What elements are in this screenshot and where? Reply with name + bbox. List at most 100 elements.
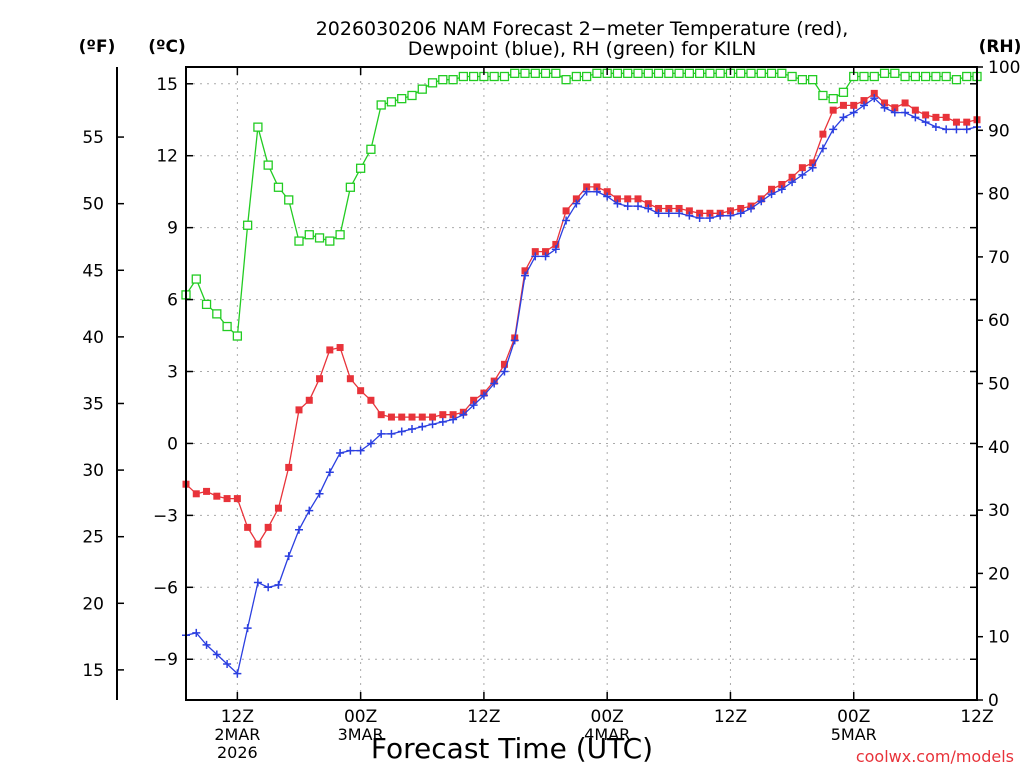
dewpoint-point bbox=[366, 439, 375, 448]
dewpoint-point bbox=[284, 552, 293, 561]
tick-labels: 15129630−3−6−955504540353025201510090807… bbox=[82, 58, 1020, 762]
rh-point bbox=[859, 71, 869, 82]
x-tick-label: 12Z bbox=[714, 707, 747, 727]
rh-point bbox=[715, 68, 725, 78]
temperature-point bbox=[377, 411, 385, 419]
rh-line bbox=[185, 72, 977, 338]
dewpoint-point bbox=[387, 429, 396, 438]
dewpoint-point bbox=[623, 202, 632, 211]
temperature-point bbox=[244, 523, 252, 531]
dewpoint-point bbox=[192, 628, 201, 637]
dewpoint-point bbox=[849, 108, 858, 117]
x-tick-label: 00Z bbox=[837, 707, 870, 727]
x-tick-label: 2026 bbox=[217, 743, 258, 762]
temperature-point bbox=[665, 204, 673, 212]
temperature-point bbox=[829, 106, 837, 114]
temperature-point bbox=[963, 118, 971, 126]
celsius-unit-label: (ºC) bbox=[148, 37, 186, 57]
rh-point bbox=[705, 68, 715, 78]
fahrenheit-unit-label: (ºF) bbox=[79, 37, 116, 57]
rh-point bbox=[941, 71, 951, 82]
temperature-point bbox=[603, 188, 611, 196]
rh-point bbox=[386, 97, 397, 107]
temperature-point bbox=[521, 267, 529, 275]
rh-point bbox=[510, 68, 520, 78]
fahrenheit-tick-label: 50 bbox=[82, 195, 104, 215]
temperature-point bbox=[552, 240, 560, 248]
rh-point bbox=[869, 71, 879, 82]
temperature-point bbox=[367, 396, 375, 404]
rh-point bbox=[212, 309, 222, 319]
temperature-point bbox=[346, 375, 354, 383]
fahrenheit-tick-label: 30 bbox=[82, 461, 104, 481]
rh-point bbox=[581, 71, 592, 82]
dewpoint-point bbox=[839, 113, 848, 122]
rh-point bbox=[191, 274, 201, 284]
dewpoint-point bbox=[541, 252, 550, 261]
dewpoint-point bbox=[305, 506, 314, 515]
dewpoint-point bbox=[798, 170, 807, 179]
rh-point bbox=[242, 220, 253, 230]
temperature-point bbox=[562, 207, 570, 215]
dewpoint-point bbox=[418, 422, 427, 431]
rh-point bbox=[890, 68, 900, 78]
temperature-point bbox=[798, 164, 806, 172]
dewpoint-point bbox=[264, 583, 273, 592]
dewpoint-point bbox=[253, 578, 262, 587]
dewpoint-point bbox=[685, 211, 694, 220]
temperature-point bbox=[881, 99, 889, 107]
celsius-tick-label: 0 bbox=[167, 434, 178, 454]
dewpoint-point bbox=[356, 446, 365, 455]
rh-point bbox=[931, 71, 941, 82]
rh-tick-label: 40 bbox=[988, 438, 1010, 458]
temperature-point bbox=[675, 204, 683, 212]
dewpoint-point bbox=[490, 379, 499, 388]
dewpoint-point bbox=[747, 204, 755, 213]
rh-point bbox=[736, 68, 746, 78]
rh-point bbox=[468, 71, 479, 82]
dewpoint-point bbox=[942, 125, 951, 134]
celsius-tick-label: 6 bbox=[167, 291, 178, 311]
dewpoint-point bbox=[325, 468, 334, 477]
dewpoint-point bbox=[788, 178, 797, 187]
temperature-point bbox=[264, 523, 272, 531]
x-tick-label: 4MAR bbox=[584, 725, 630, 744]
celsius-tick-label: 3 bbox=[167, 363, 178, 383]
temperature-point bbox=[706, 209, 714, 217]
rh-tick-label: 90 bbox=[988, 121, 1010, 141]
rh-point bbox=[222, 321, 232, 332]
rh-point bbox=[551, 68, 561, 78]
temperature-point bbox=[203, 487, 211, 495]
rh-point bbox=[335, 230, 345, 240]
temperature-point bbox=[685, 207, 693, 215]
rh-point bbox=[253, 122, 263, 132]
dewpoint-point bbox=[510, 336, 519, 345]
rh-point bbox=[448, 75, 458, 85]
rh-tick-label: 100 bbox=[988, 58, 1020, 78]
x-tick-label: 00Z bbox=[344, 707, 377, 727]
dewpoint-point bbox=[613, 199, 622, 208]
rh-point bbox=[345, 182, 356, 192]
fahrenheit-tick-label: 55 bbox=[82, 128, 104, 148]
temperature-point bbox=[655, 204, 663, 212]
rh-point bbox=[540, 68, 551, 78]
rh-point bbox=[407, 90, 417, 101]
temperature-point bbox=[891, 104, 899, 112]
rh-point bbox=[366, 144, 376, 154]
x-tick-label: 12Z bbox=[221, 707, 254, 727]
temperature-point bbox=[531, 248, 539, 256]
temperature-point bbox=[398, 413, 406, 421]
x-tick-label: 12Z bbox=[960, 707, 993, 727]
temperature-point bbox=[768, 185, 776, 193]
dewpoint-point bbox=[705, 214, 714, 223]
x-tick-label: 2MAR bbox=[214, 725, 260, 744]
dewpoint-point bbox=[531, 252, 540, 261]
dewpoint-point bbox=[449, 415, 458, 424]
temperature-line bbox=[185, 92, 978, 546]
dewpoint-point bbox=[890, 108, 899, 117]
rh-point bbox=[232, 331, 243, 341]
x-axis-label: Forecast Time (UTC) bbox=[371, 732, 653, 765]
rh-point bbox=[910, 71, 921, 82]
rh-tick-label: 80 bbox=[988, 185, 1010, 205]
